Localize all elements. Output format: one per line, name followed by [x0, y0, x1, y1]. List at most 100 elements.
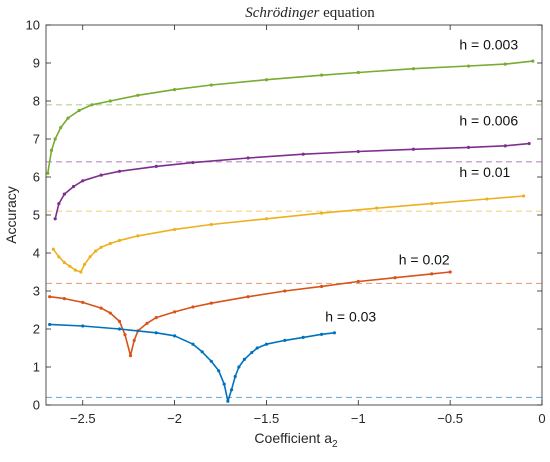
data-point [108, 311, 112, 315]
data-point [88, 255, 92, 259]
x-axis-label-sub: 2 [332, 439, 338, 450]
data-point [527, 141, 531, 146]
data-point [46, 171, 50, 175]
data-point [393, 276, 397, 280]
data-point [154, 164, 158, 168]
data-point [117, 327, 122, 331]
y-tick-label: 2 [33, 322, 40, 337]
series-h-0-03 [48, 322, 337, 403]
data-point [209, 359, 213, 363]
data-point [319, 332, 324, 336]
data-point [191, 305, 195, 309]
data-point [246, 156, 250, 160]
data-point [94, 249, 98, 253]
data-point [301, 335, 305, 339]
x-tick-label: 0 [538, 411, 545, 426]
x-tick-label: −2.5 [70, 411, 96, 426]
data-point [117, 169, 122, 173]
data-point [57, 255, 61, 259]
data-point [66, 116, 70, 120]
data-point [229, 388, 234, 392]
data-point [503, 62, 507, 66]
data-point [117, 319, 122, 323]
data-point [301, 152, 305, 156]
data-point [82, 262, 87, 266]
data-point [53, 217, 57, 221]
data-point [522, 194, 526, 198]
chart-title-rest: equation [319, 5, 375, 21]
data-point [283, 289, 287, 293]
baselines [46, 104, 542, 398]
y-tick-label: 7 [33, 132, 40, 147]
data-point [466, 64, 471, 68]
data-point [48, 322, 52, 327]
series-layer [46, 59, 535, 403]
data-point [411, 147, 416, 151]
data-point [49, 148, 54, 152]
series-h-0-006 [53, 141, 531, 221]
series-label-h-0-01: h = 0.01 [459, 164, 510, 180]
data-point [237, 365, 241, 369]
data-point [71, 184, 76, 189]
data-point [154, 316, 158, 320]
data-point [430, 202, 434, 206]
data-point [59, 126, 63, 130]
data-point [81, 324, 85, 328]
data-point [123, 333, 127, 337]
series-h-0-003 [46, 59, 535, 175]
data-point [108, 241, 112, 246]
y-tick-label: 5 [33, 208, 40, 223]
data-point [172, 310, 177, 314]
y-tick-label: 6 [33, 170, 40, 185]
data-point [485, 197, 489, 201]
plot-area: h = 0.003 h = 0.006 h = 0.01 h = 0.02 h = 0.… [45, 24, 543, 406]
y-tick-label: 8 [33, 94, 40, 109]
data-point [264, 342, 269, 346]
data-point [264, 78, 269, 82]
x-tick-label: −0.5 [437, 411, 463, 426]
x-axis: −2.5 −2 −1.5 −1 −0.5 0 [70, 25, 546, 426]
data-point [81, 179, 85, 183]
data-point [356, 149, 360, 154]
annotations: h = 0.003 h = 0.006 h = 0.01 h = 0.02 h = 0.… [325, 37, 518, 325]
data-point [242, 357, 246, 361]
data-point [191, 160, 195, 165]
x-tick-label: −1.5 [254, 411, 280, 426]
series-label-h-0-02: h = 0.02 [399, 251, 450, 267]
y-axis: 0 1 2 3 4 5 6 7 8 9 10 [26, 18, 542, 413]
data-point [319, 284, 324, 289]
data-point [62, 297, 66, 301]
data-point [430, 272, 434, 276]
series-label-h-0-03: h = 0.03 [325, 308, 376, 324]
data-point [200, 350, 204, 354]
series-line [49, 271, 451, 357]
y-tick-label: 0 [33, 398, 40, 413]
data-point [283, 338, 287, 342]
data-point [356, 70, 360, 75]
chart-title: Schrödinger equation [245, 5, 375, 21]
data-point [62, 192, 66, 196]
data-point [233, 374, 237, 379]
data-point [128, 354, 133, 358]
series-line [49, 323, 335, 403]
data-point [531, 59, 535, 63]
series-line [47, 60, 533, 174]
data-point [448, 270, 452, 274]
y-axis-label: Accuracy [3, 186, 19, 244]
data-point [48, 295, 52, 299]
data-point [250, 350, 254, 355]
data-point [209, 301, 213, 305]
data-point [136, 93, 140, 97]
data-point [77, 108, 81, 113]
series-line [54, 142, 530, 219]
data-point [264, 217, 269, 221]
x-tick-label: −1 [351, 411, 366, 426]
data-point [99, 173, 103, 177]
data-point [209, 222, 213, 227]
data-point [145, 321, 149, 325]
y-tick-label: 4 [33, 246, 40, 261]
data-point [68, 264, 72, 268]
data-point [503, 144, 507, 148]
data-point [79, 270, 83, 274]
